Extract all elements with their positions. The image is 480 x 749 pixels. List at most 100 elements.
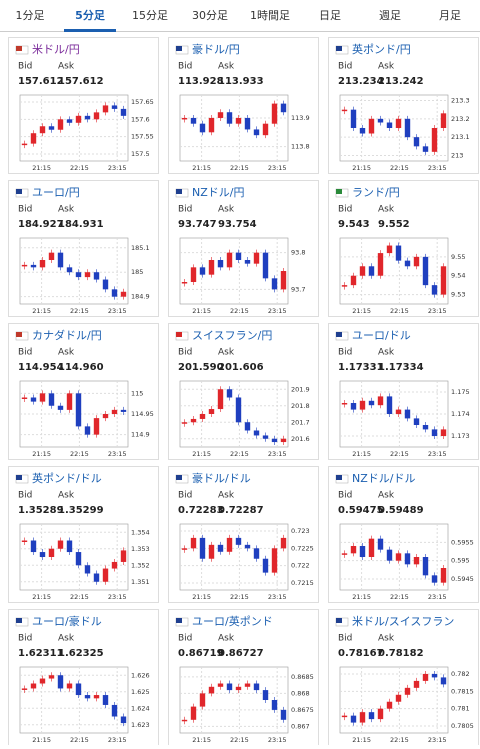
tab[interactable]: 日足 [319, 9, 341, 22]
x-tick-label: 23:15 [108, 736, 127, 744]
x-tick-label: 23:15 [268, 736, 287, 744]
candle [120, 409, 127, 412]
y-tick-label: 201.8 [291, 402, 310, 410]
y-tick-label: 115 [131, 389, 143, 397]
y-tick-label: 0.7805 [451, 722, 474, 730]
pair-title[interactable]: スイスフラン/円 [192, 329, 272, 342]
candle [422, 425, 429, 430]
x-tick-label: 22:15 [70, 736, 89, 744]
ask-value: 0.59489 [378, 505, 424, 516]
tab[interactable]: 月足 [439, 9, 461, 22]
tab[interactable]: 1分足 [16, 9, 45, 22]
candle [359, 546, 366, 557]
y-tick-label: 213 [451, 152, 463, 160]
flag-mark [16, 618, 22, 623]
tab[interactable]: 週足 [379, 9, 401, 22]
candle [431, 575, 438, 583]
pair-title[interactable]: ランド/円 [352, 186, 400, 199]
x-tick-label: 21:15 [352, 593, 371, 601]
tab[interactable]: 30分足 [192, 9, 228, 22]
x-tick-label: 22:15 [230, 307, 249, 315]
y-tick-label: 113.8 [291, 143, 310, 151]
pair-title[interactable]: ユーロ/英ポンド [192, 614, 273, 628]
plot-area [179, 523, 289, 591]
bid-value: 1.17331 [338, 362, 384, 373]
candle [368, 538, 375, 557]
pair-title[interactable]: ユーロ/円 [32, 186, 80, 199]
pair-title[interactable]: NZドル/円 [192, 186, 244, 199]
bid-label: Bid [18, 62, 32, 72]
candle [386, 701, 393, 709]
candle [111, 289, 118, 297]
candle [181, 117, 188, 120]
pair-title[interactable]: 米ドル/円 [32, 43, 80, 56]
tab[interactable]: 1時間足 [250, 9, 290, 22]
candle [39, 393, 46, 402]
x-tick-label: 23:15 [108, 164, 127, 172]
tab[interactable]: 15分足 [132, 9, 168, 22]
candle [271, 548, 278, 573]
pair-title[interactable]: 豪ドル/円 [192, 42, 240, 56]
candle [199, 267, 206, 275]
candle [57, 252, 64, 268]
x-tick-label: 23:15 [428, 164, 447, 172]
bid-value: 113.928 [178, 76, 224, 87]
candle [244, 260, 251, 264]
candle [190, 117, 197, 124]
flag-mark [176, 475, 182, 480]
x-tick-label: 23:15 [108, 450, 127, 458]
candle [84, 115, 91, 120]
ask-value: 1.17334 [378, 362, 424, 373]
pair-title[interactable]: 英ポンド/ドル [32, 471, 102, 485]
candle [350, 403, 357, 410]
y-tick-label: 201.9 [291, 385, 310, 393]
x-tick-label: 22:15 [70, 307, 89, 315]
candle [253, 683, 260, 691]
candle [235, 537, 242, 545]
candle [217, 544, 224, 552]
pair-title[interactable]: ユーロ/ドル [352, 329, 411, 342]
candle [93, 112, 100, 120]
bid-label: Bid [178, 205, 192, 215]
candle [30, 540, 37, 553]
x-tick-label: 21:15 [192, 450, 211, 458]
candle [21, 264, 28, 267]
ask-label: Ask [58, 348, 75, 358]
candle [368, 400, 375, 406]
candle [208, 409, 215, 414]
x-tick-label: 23:15 [428, 736, 447, 744]
candle [413, 256, 420, 267]
candle [75, 552, 82, 566]
ask-value: 213.242 [378, 76, 424, 87]
x-tick-label: 22:15 [230, 164, 249, 172]
candle [181, 548, 188, 550]
ask-label: Ask [378, 205, 395, 215]
pair-title[interactable]: 米ドル/スイスフラン [352, 615, 454, 628]
pair-title[interactable]: カナダドル/円 [32, 328, 102, 342]
candle [386, 549, 393, 561]
pair-title[interactable]: NZドル/ドル [352, 472, 415, 485]
bid-label: Bid [18, 348, 32, 358]
bid-value: 157.612 [18, 76, 64, 87]
candle [271, 103, 278, 124]
pair-title[interactable]: ユーロ/豪ドル [32, 614, 102, 628]
flag-mark [16, 332, 22, 337]
candle [190, 706, 197, 720]
x-tick-label: 21:15 [192, 307, 211, 315]
pair-title[interactable]: 豪ドル/ドル [192, 471, 251, 485]
candle [244, 683, 251, 687]
candle [253, 252, 260, 264]
candle [422, 256, 429, 286]
bid-label: Bid [178, 348, 192, 358]
x-tick-label: 22:15 [390, 164, 409, 172]
candle [75, 272, 82, 278]
candle [39, 260, 46, 268]
candle [440, 113, 447, 128]
candle [30, 397, 37, 402]
candle [93, 573, 100, 582]
x-tick-label: 21:15 [352, 450, 371, 458]
pair-title[interactable]: 英ポンド/円 [352, 42, 411, 56]
flag-mark [176, 189, 182, 194]
tab[interactable]: 5分足 [75, 8, 106, 22]
candle [431, 285, 438, 295]
